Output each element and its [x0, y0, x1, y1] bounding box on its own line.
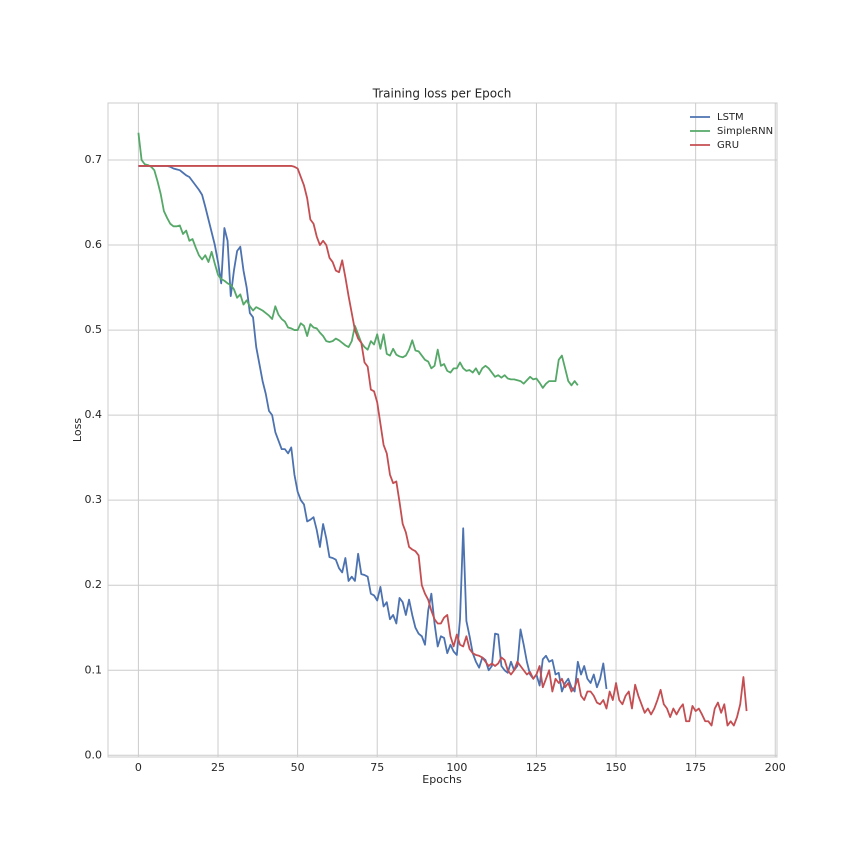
- x-tick-label: 25: [211, 761, 225, 774]
- y-tick-label: 0.6: [85, 238, 103, 251]
- y-tick-label: 0.3: [85, 493, 103, 506]
- x-tick-label: 175: [685, 761, 706, 774]
- chart-title: Training loss per Epoch: [372, 87, 512, 101]
- x-tick-label: 75: [370, 761, 384, 774]
- y-tick-label: 0.0: [85, 748, 103, 761]
- line-series: [138, 165, 608, 693]
- x-tick-label: 100: [446, 761, 467, 774]
- line-series: [137, 132, 579, 389]
- y-tick-label: 0.1: [85, 663, 103, 676]
- x-axis-label: Epochs: [422, 773, 462, 786]
- line-series: [138, 165, 748, 727]
- x-tick-label: 125: [526, 761, 547, 774]
- y-tick-label: 0.4: [85, 408, 103, 421]
- y-tick-label: 0.7: [85, 153, 103, 166]
- x-tick-label: 200: [765, 761, 786, 774]
- plot-frame: [107, 102, 778, 758]
- x-tick-label: 0: [135, 761, 142, 774]
- x-tick-label: 50: [291, 761, 305, 774]
- legend-label: GRU: [717, 140, 739, 151]
- x-tick-label: 150: [606, 761, 627, 774]
- y-tick-label: 0.5: [85, 323, 103, 336]
- legend-label: LSTM: [717, 112, 744, 123]
- legend-label: SimpleRNN: [717, 126, 773, 137]
- y-tick-label: 0.2: [85, 578, 103, 591]
- y-axis-label: Loss: [71, 418, 84, 442]
